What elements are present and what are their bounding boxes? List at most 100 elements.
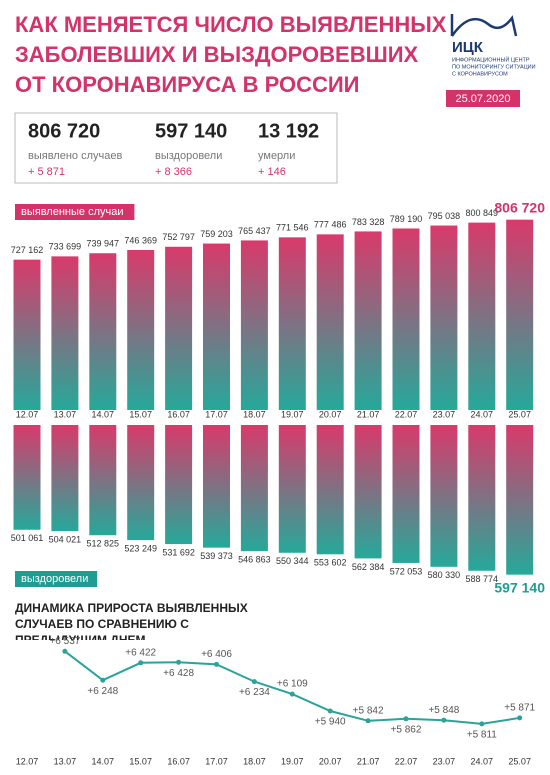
bar xyxy=(468,425,496,571)
bar xyxy=(354,425,382,559)
x-tick-label: 16.07 xyxy=(167,756,190,766)
x-tick-label: 20.07 xyxy=(319,756,342,766)
bar xyxy=(278,237,306,410)
series-title: выздоровели xyxy=(21,573,88,585)
point xyxy=(441,717,447,723)
title-line: ОТ КОРОНАВИРУСА В РОССИИ xyxy=(15,72,359,97)
logo: ИЦК ИНФОРМАЦИОННЫЙ ЦЕНТР ПО МОНИТОРИНГУ … xyxy=(450,14,536,77)
value-label: +6 109 xyxy=(277,679,308,690)
value-label: 746 369 xyxy=(124,235,157,245)
x-tick-label: 22.07 xyxy=(395,409,418,419)
summary-change: + 146 xyxy=(258,166,286,178)
value-label: 765 437 xyxy=(238,226,271,236)
logo-text: ИЦК xyxy=(452,39,484,56)
x-tick-label: 22.07 xyxy=(395,756,418,766)
bar xyxy=(354,231,382,410)
point xyxy=(251,679,257,685)
point xyxy=(176,659,182,665)
bar xyxy=(392,228,420,410)
x-tick-label: 20.07 xyxy=(319,409,342,419)
bar xyxy=(506,425,534,575)
x-tick-label: 14.07 xyxy=(92,409,115,419)
bar xyxy=(316,234,344,410)
x-tick-label: 21.07 xyxy=(357,409,380,419)
value-label: 550 344 xyxy=(276,556,309,566)
value-label: 597 140 xyxy=(494,579,545,595)
point xyxy=(289,691,295,697)
summary-value: 806 720 xyxy=(28,120,100,142)
x-tick-label: 13.07 xyxy=(54,409,77,419)
summary-box xyxy=(14,112,338,184)
point xyxy=(138,660,144,666)
value-label: 795 038 xyxy=(428,211,461,221)
value-label: 512 825 xyxy=(87,539,120,549)
value-label: 546 863 xyxy=(238,555,271,565)
bar xyxy=(468,222,496,410)
value-label: 580 330 xyxy=(428,570,461,580)
line-title: ДИНАМИКА ПРИРОСТА ВЫЯВЛЕННЫХ СЛУЧАЕВ ПО … xyxy=(15,601,248,640)
logo-icon xyxy=(450,14,518,37)
point xyxy=(517,715,523,721)
bar xyxy=(278,425,306,553)
value-label: +6 406 xyxy=(201,649,232,660)
x-tick-label: 19.07 xyxy=(281,756,304,766)
bar xyxy=(89,253,117,410)
x-tick-label: 13.07 xyxy=(54,756,77,766)
value-label: +6 537 xyxy=(49,636,80,647)
value-label: 789 190 xyxy=(390,214,423,224)
x-tick-label: 24.07 xyxy=(471,409,494,419)
bar xyxy=(165,425,193,545)
bar xyxy=(240,425,268,552)
value-label: +6 248 xyxy=(87,686,118,697)
title-line: КАК МЕНЯЕТСЯ ЧИСЛО ВЫЯВЛЕННЫХ xyxy=(15,12,447,37)
logo-sub: ПО МОНИТОРИНГУ СИТУАЦИИ xyxy=(452,64,536,70)
bar xyxy=(51,425,79,532)
logo-sub: С КОРОНАВИРУСОМ xyxy=(452,71,508,77)
bar xyxy=(430,225,458,410)
summary-label: умерли xyxy=(258,150,295,162)
x-tick-label: 25.07 xyxy=(508,409,531,419)
value-label: 553 602 xyxy=(314,558,347,568)
summary-value: 597 140 xyxy=(155,120,227,142)
x-tick-label: 16.07 xyxy=(167,409,190,419)
value-label: 539 373 xyxy=(200,551,233,561)
value-label: 806 720 xyxy=(494,199,545,215)
x-tick-label: 17.07 xyxy=(205,756,228,766)
bar xyxy=(203,243,230,410)
x-tick-label: 23.07 xyxy=(433,756,456,766)
point xyxy=(365,718,371,724)
point xyxy=(100,677,106,683)
value-label: +6 422 xyxy=(125,647,156,658)
bar xyxy=(430,425,458,567)
bar xyxy=(127,425,155,541)
value-label: 777 486 xyxy=(314,220,347,230)
summary-change: + 8 366 xyxy=(155,166,192,178)
value-label: +5 811 xyxy=(467,730,498,741)
value-label: 523 249 xyxy=(124,543,157,553)
point xyxy=(62,648,68,654)
title-line: ЗАБОЛЕВШИХ И ВЫЗДОРОВЕВШИХ xyxy=(15,42,419,67)
value-label: +5 871 xyxy=(504,703,535,714)
value-label: +6 428 xyxy=(163,668,194,679)
bar xyxy=(89,425,117,536)
bar xyxy=(316,425,344,555)
bar xyxy=(13,259,41,410)
x-tick-label: 18.07 xyxy=(243,409,266,419)
bar xyxy=(165,246,193,410)
value-label: +6 234 xyxy=(239,687,270,698)
series-tag xyxy=(15,204,135,220)
point xyxy=(403,716,409,722)
x-tick-label: 17.07 xyxy=(205,409,228,419)
value-label: 588 774 xyxy=(466,574,499,584)
value-label: +5 848 xyxy=(428,705,459,716)
bar xyxy=(392,425,420,563)
point xyxy=(214,661,219,667)
series-title: выявленные случаи xyxy=(21,206,123,218)
bar xyxy=(127,250,155,410)
value-label: 727 162 xyxy=(11,245,44,255)
bar xyxy=(13,425,41,530)
value-label: 759 203 xyxy=(200,229,233,239)
value-label: +5 940 xyxy=(315,717,346,728)
